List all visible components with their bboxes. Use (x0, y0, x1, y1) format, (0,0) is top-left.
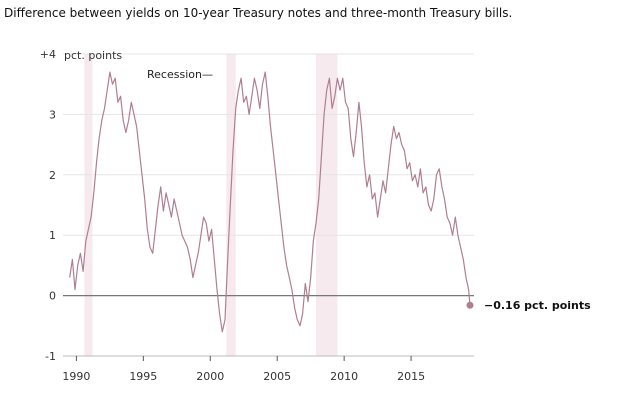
y-axis: -1 0 1 2 3 +4 (40, 48, 56, 363)
y-tick-label: +4 (40, 48, 56, 61)
y-tick-label: 3 (49, 108, 56, 121)
x-tick-label: 2005 (263, 370, 291, 383)
recession-band-2 (226, 54, 236, 356)
recession-band-1 (84, 54, 93, 356)
recession-band-3 (316, 54, 338, 356)
chart-title: Difference between yields on 10-year Tre… (4, 6, 513, 20)
y-tick-label: 0 (49, 290, 56, 303)
x-axis: 1990 1995 2000 2005 2010 2015 (62, 356, 425, 383)
last-value-marker (466, 301, 474, 309)
x-tick-label: 1990 (62, 370, 90, 383)
recession-label: Recession— (147, 68, 213, 81)
x-tick-label: 2000 (196, 370, 224, 383)
x-tick-label: 2015 (397, 370, 425, 383)
y-tick-label: -1 (45, 350, 56, 363)
y-tick-label: 2 (49, 169, 56, 182)
y-tick-label: 1 (49, 229, 56, 242)
x-tick-label: 2010 (330, 370, 358, 383)
recession-bands (84, 54, 338, 356)
last-value-label: −0.16 pct. points (484, 299, 591, 312)
series-line (69, 71, 471, 333)
y-unit-label: pct. points (64, 49, 122, 62)
x-tick-label: 1995 (129, 370, 157, 383)
gridlines (63, 53, 474, 236)
